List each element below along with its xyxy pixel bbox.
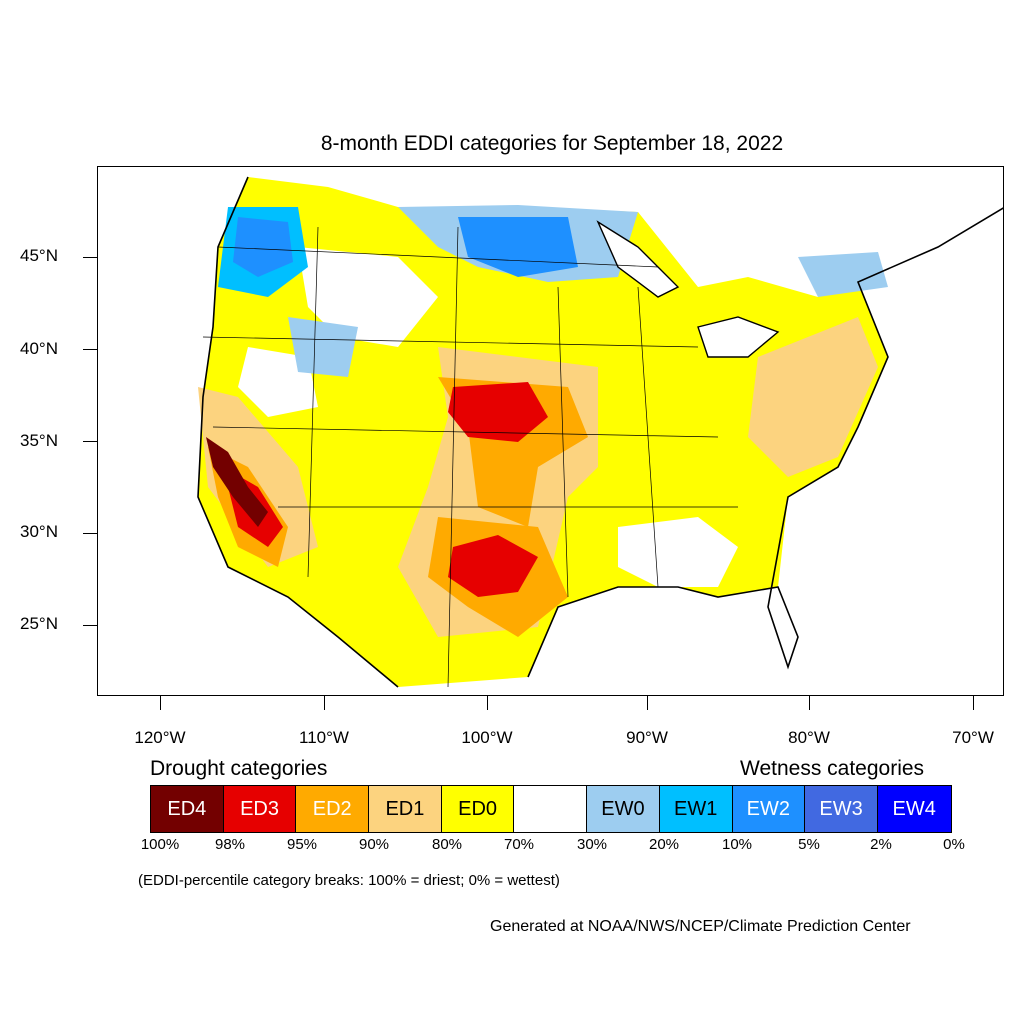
legend-ew1: EW1 <box>659 786 733 832</box>
pct-label: 70% <box>503 836 535 853</box>
pct-label: 2% <box>870 836 892 853</box>
great-lakes <box>596 220 780 358</box>
legend-near-normal <box>514 786 588 832</box>
drought-categories-heading: Drought categories <box>150 757 328 780</box>
ed3-region <box>448 535 538 597</box>
pct-label: 95% <box>286 836 318 853</box>
coastline <box>197 176 399 688</box>
legend-ed4: ED4 <box>151 786 224 832</box>
lat-label-25: 25°N <box>20 614 58 633</box>
lon-tick <box>487 696 488 710</box>
wetness-categories-heading: Wetness categories <box>740 757 925 780</box>
lon-tick <box>973 696 974 710</box>
pct-label: 90% <box>358 836 390 853</box>
pct-label: 10% <box>721 836 753 853</box>
legend-ed2: ED2 <box>296 786 370 832</box>
pct-label: 30% <box>576 836 608 853</box>
map-title: 8-month EDDI categories for September 18… <box>320 132 784 155</box>
legend-ed1: ED1 <box>369 786 442 832</box>
lon-tick <box>647 696 648 710</box>
lon-label-110w: 110°W <box>299 728 349 747</box>
legend-ed3: ED3 <box>223 786 297 832</box>
ed1-region <box>748 317 878 477</box>
state-borders <box>202 226 738 688</box>
near-normal-region <box>298 247 438 347</box>
lon-tick <box>160 696 161 710</box>
ew1-region <box>798 252 888 297</box>
lon-label-120w: 120°W <box>134 728 186 747</box>
lon-label-70w: 70°W <box>952 728 994 747</box>
pct-label: 98% <box>214 836 246 853</box>
ed1-region <box>198 387 318 567</box>
eddi-map-graphic <box>197 176 1003 688</box>
pct-label: 0% <box>943 836 965 853</box>
category-note: (EDDI-percentile category breaks: 100% =… <box>138 872 560 889</box>
category-legend: ED4 ED3 ED2 ED1 ED0 EW0 EW1 EW2 EW3 EW4 <box>150 785 952 833</box>
pct-label: 80% <box>431 836 463 853</box>
lon-tick <box>324 696 325 710</box>
lat-tick <box>83 441 97 442</box>
lat-label-30: 30°N <box>20 522 58 541</box>
legend-ed0: ED0 <box>441 786 515 832</box>
near-normal-region <box>618 517 738 587</box>
lat-tick <box>83 625 97 626</box>
ed4-region <box>206 437 268 527</box>
lon-label-80w: 80°W <box>788 728 830 747</box>
lat-label-35: 35°N <box>20 431 58 450</box>
ew0-region <box>288 317 358 377</box>
lon-tick <box>809 696 810 710</box>
legend-ew2: EW2 <box>732 786 806 832</box>
legend-ew3: EW3 <box>805 786 878 832</box>
credit-line: Generated at NOAA/NWS/NCEP/Climate Predi… <box>490 918 911 935</box>
eddi-map <box>97 166 1004 696</box>
lon-label-100w: 100°W <box>461 728 513 747</box>
lat-tick <box>83 533 97 534</box>
lat-tick <box>83 349 97 350</box>
coastline <box>527 207 1003 678</box>
pct-label: 20% <box>648 836 680 853</box>
lat-label-45: 45°N <box>20 246 58 265</box>
ew2-region <box>233 217 293 277</box>
pct-label: 100% <box>140 836 180 853</box>
legend-ew4: EW4 <box>877 786 951 832</box>
legend-ew0: EW0 <box>587 786 660 832</box>
lat-tick <box>83 257 97 258</box>
ed3-region <box>448 382 548 442</box>
pct-label: 5% <box>798 836 820 853</box>
lon-label-90w: 90°W <box>626 728 668 747</box>
lat-label-40: 40°N <box>20 339 58 358</box>
